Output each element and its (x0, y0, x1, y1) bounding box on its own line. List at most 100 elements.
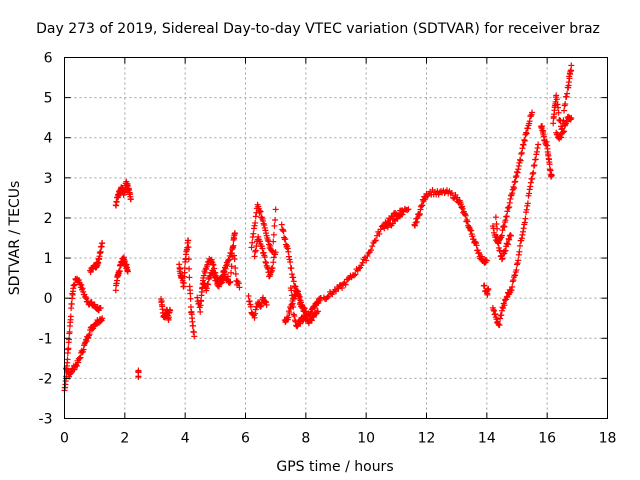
data-point-marker (251, 222, 258, 229)
data-point-marker (511, 179, 518, 186)
data-point-marker (232, 265, 239, 272)
data-point-marker (80, 346, 87, 353)
data-point-marker (479, 253, 486, 260)
data-point-marker (224, 261, 231, 268)
data-point-marker (523, 206, 530, 213)
data-point-marker (219, 277, 226, 284)
data-point-marker (87, 269, 94, 276)
data-point-marker (506, 199, 513, 206)
data-point-marker (507, 232, 514, 239)
data-point-marker (205, 276, 212, 283)
data-point-marker (252, 248, 259, 255)
data-point-marker (559, 129, 566, 136)
data-point-marker (523, 129, 530, 136)
data-point-marker (296, 295, 303, 302)
data-point-marker (116, 268, 123, 275)
data-point-marker (533, 148, 540, 155)
data-point-marker (67, 313, 74, 320)
data-point-marker (83, 338, 90, 345)
data-point-marker (510, 183, 517, 190)
data-point-marker (335, 285, 342, 292)
data-point-marker (200, 272, 207, 279)
data-point-marker (185, 237, 192, 244)
data-point-marker (513, 267, 520, 274)
data-point-marker (230, 242, 237, 249)
data-point-marker (231, 230, 238, 237)
y-tick-label: -1 (39, 331, 53, 347)
x-tick-label: 4 (181, 431, 190, 447)
data-point-marker (514, 168, 520, 175)
data-point-marker (64, 356, 71, 363)
data-point-marker (267, 242, 274, 249)
data-point-marker (568, 114, 575, 121)
data-point-marker (71, 282, 78, 289)
data-point-marker (527, 179, 534, 186)
data-point-marker (228, 269, 235, 276)
data-point-marker (553, 92, 560, 99)
data-point-marker (561, 128, 568, 135)
x-tick-label: 10 (357, 431, 375, 447)
data-point-marker (270, 259, 277, 266)
grid-lines (64, 57, 608, 419)
data-point-marker (255, 299, 262, 306)
data-point-marker (496, 321, 503, 328)
data-point-marker (564, 118, 571, 125)
y-tick-label: -3 (39, 412, 53, 428)
data-point-marker (190, 322, 197, 329)
x-tick-label: 12 (418, 431, 436, 447)
data-point-marker (85, 332, 92, 339)
data-point-marker (359, 259, 366, 266)
data-point-marker (369, 243, 376, 250)
data-point-marker (203, 285, 210, 292)
data-point-marker (272, 249, 279, 256)
data-point-marker (417, 206, 424, 213)
data-point-marker (514, 261, 520, 268)
data-point-marker (272, 216, 279, 223)
data-point-marker (529, 109, 536, 116)
data-point-marker (226, 279, 233, 286)
data-point-marker (527, 113, 534, 120)
data-point-marker (534, 144, 541, 151)
data-point-marker (292, 283, 299, 290)
data-point-marker (505, 235, 512, 242)
data-point-marker (270, 238, 277, 245)
data-point-marker (82, 339, 89, 346)
data-point-marker (485, 285, 492, 292)
y-tick-label: 0 (44, 291, 53, 307)
data-point-marker (462, 212, 469, 219)
data-point-marker (500, 222, 507, 229)
data-point-marker (135, 374, 142, 381)
data-point-marker (515, 251, 522, 258)
data-point-marker (256, 238, 263, 245)
data-point-marker (529, 170, 536, 177)
data-point-marker (260, 249, 267, 256)
data-point-marker (530, 169, 537, 176)
data-point-marker (252, 306, 259, 313)
data-point-marker (518, 150, 525, 157)
data-point-marker (181, 265, 188, 272)
x-tick-label: 6 (241, 431, 250, 447)
y-tick-label: 1 (44, 251, 53, 267)
data-point-marker (521, 219, 528, 226)
data-point-marker (469, 233, 476, 240)
data-point-marker (295, 292, 302, 299)
data-point-marker (498, 307, 505, 314)
data-point-marker (565, 79, 572, 86)
data-point-marker (473, 242, 480, 249)
data-point-marker (498, 312, 505, 319)
data-point-marker (79, 285, 86, 292)
data-point-marker (197, 308, 204, 315)
data-point-marker (251, 314, 258, 321)
data-point-marker (530, 162, 537, 169)
data-point-marker (124, 268, 131, 275)
data-point-marker (280, 228, 287, 235)
data-point-marker (99, 315, 106, 322)
data-point-marker (250, 225, 257, 232)
data-point-marker (75, 277, 82, 284)
data-point-marker (515, 162, 522, 169)
data-point-marker (259, 245, 266, 252)
data-point-marker (314, 308, 321, 315)
data-point-marker (324, 294, 331, 301)
data-point-marker (503, 213, 510, 220)
